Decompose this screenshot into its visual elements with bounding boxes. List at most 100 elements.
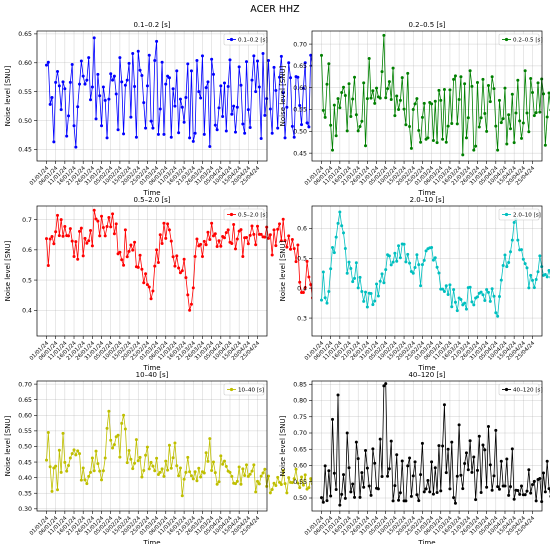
- data-point: [90, 85, 94, 89]
- data-point: [470, 300, 474, 304]
- data-point: [48, 465, 52, 469]
- data-point: [56, 69, 59, 73]
- data-point: [386, 87, 390, 91]
- data-point: [177, 266, 181, 270]
- data-point: [136, 265, 140, 269]
- data-point: [358, 125, 362, 129]
- data-point: [101, 225, 105, 229]
- data-point: [92, 36, 96, 40]
- data-point: [243, 473, 247, 477]
- data-point: [193, 470, 197, 474]
- data-point: [230, 241, 234, 245]
- y-axis-label: Noise level [SNU]: [279, 415, 287, 476]
- data-point: [542, 471, 546, 475]
- data-point: [483, 298, 487, 302]
- data-point: [536, 81, 540, 85]
- data-point: [507, 493, 511, 497]
- data-point: [193, 131, 197, 135]
- data-point: [100, 124, 104, 128]
- data-point: [391, 499, 395, 503]
- data-point: [547, 91, 550, 95]
- data-point: [279, 54, 283, 58]
- data-point: [527, 468, 531, 472]
- data-point: [169, 466, 173, 470]
- data-point: [112, 443, 116, 447]
- data-point: [188, 470, 192, 474]
- data-point: [435, 490, 439, 494]
- data-point: [437, 271, 441, 275]
- data-point: [245, 235, 248, 239]
- data-point: [365, 466, 369, 470]
- data-point: [206, 80, 210, 84]
- data-point: [103, 98, 107, 102]
- data-point: [448, 88, 452, 92]
- subplot-2: 0.450.500.550.600.650.7001/01/2406/01/24…: [279, 21, 550, 197]
- data-point: [184, 95, 188, 99]
- data-point: [461, 487, 465, 491]
- data-point: [254, 243, 258, 247]
- data-point: [235, 479, 239, 483]
- data-point: [145, 84, 149, 88]
- data-point: [470, 470, 474, 474]
- subplot-title: 0.1–0.2 [s]: [133, 21, 170, 29]
- data-point: [98, 94, 102, 98]
- data-point: [61, 234, 65, 238]
- data-point: [252, 232, 256, 236]
- data-point: [373, 461, 377, 465]
- data-point: [122, 413, 126, 417]
- data-point: [178, 97, 182, 101]
- data-point: [186, 455, 190, 459]
- data-point: [490, 287, 494, 291]
- data-point: [239, 482, 243, 486]
- data-point: [105, 136, 109, 140]
- data-point: [358, 495, 362, 499]
- subplot-title: 0.5–2.0 [s]: [133, 196, 170, 204]
- y-tick-label: 0.65: [18, 397, 32, 404]
- data-point: [463, 301, 467, 305]
- data-point: [472, 303, 476, 307]
- data-point: [485, 129, 489, 133]
- data-point: [340, 492, 344, 496]
- data-point: [153, 58, 157, 62]
- data-point: [68, 456, 72, 460]
- data-point: [263, 467, 267, 471]
- data-point: [448, 283, 452, 287]
- data-point: [389, 263, 393, 267]
- data-point: [167, 228, 171, 232]
- data-point: [520, 136, 523, 140]
- data-point: [413, 102, 417, 106]
- data-point: [169, 135, 173, 139]
- data-point: [395, 453, 399, 457]
- data-point: [450, 121, 454, 125]
- data-point: [74, 240, 78, 244]
- data-point: [397, 498, 401, 502]
- data-point: [442, 403, 446, 407]
- data-point: [382, 281, 386, 285]
- data-point: [521, 257, 525, 261]
- y-axis-label: Noise level [SNU]: [4, 415, 12, 476]
- data-point: [52, 242, 56, 246]
- data-point: [235, 105, 239, 109]
- legend-label: 40–120 [s]: [513, 388, 543, 394]
- data-point: [263, 235, 267, 239]
- data-point: [431, 492, 435, 496]
- data-point: [45, 458, 48, 462]
- data-point: [353, 495, 357, 499]
- data-point: [204, 243, 208, 247]
- data-point: [123, 427, 127, 431]
- data-point: [376, 294, 380, 298]
- data-point: [155, 39, 159, 43]
- data-point: [57, 448, 61, 452]
- data-point: [206, 230, 210, 234]
- data-point: [475, 468, 479, 472]
- data-point: [92, 208, 96, 212]
- data-point: [125, 78, 129, 82]
- data-point: [444, 284, 448, 288]
- data-point: [369, 493, 373, 497]
- data-point: [453, 300, 457, 304]
- data-point: [182, 257, 186, 261]
- data-point: [545, 459, 549, 463]
- data-point: [298, 104, 302, 108]
- data-point: [354, 261, 358, 265]
- data-point: [543, 490, 547, 494]
